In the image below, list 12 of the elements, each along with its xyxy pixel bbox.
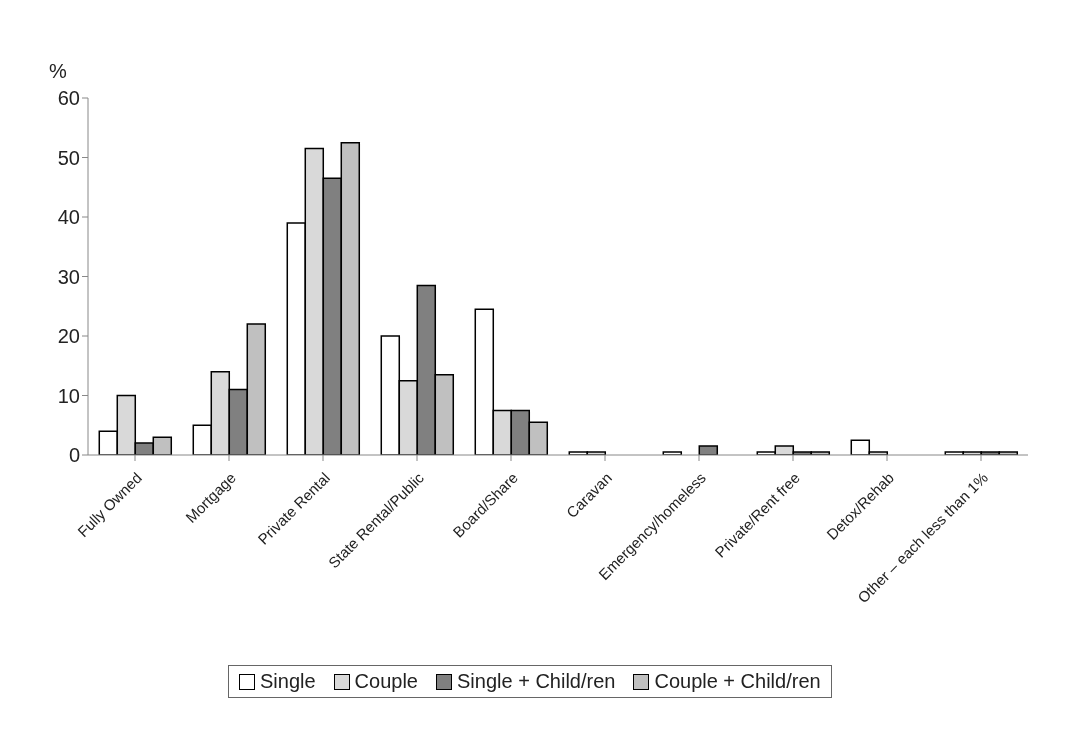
y-tick-label: 50 bbox=[57, 146, 80, 169]
y-axis-title: % bbox=[49, 60, 68, 82]
legend-label: Couple + Child/ren bbox=[654, 670, 821, 693]
y-tick-label: 0 bbox=[68, 444, 80, 467]
y-tick-label: 60 bbox=[57, 87, 80, 110]
y-tick-label: 20 bbox=[57, 325, 80, 348]
legend-label: Single bbox=[260, 670, 316, 693]
y-tick-label: 10 bbox=[57, 384, 80, 407]
legend-label: Single + Child/ren bbox=[457, 670, 616, 693]
legend-label: Couple bbox=[354, 670, 418, 693]
y-tick-label: 30 bbox=[57, 265, 80, 288]
y-tick-label: 40 bbox=[57, 206, 80, 229]
